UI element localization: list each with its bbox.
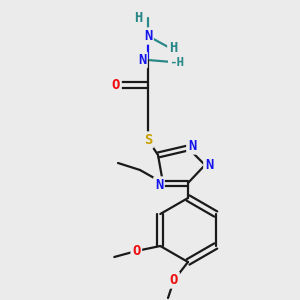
Text: N: N xyxy=(188,139,196,153)
Text: N: N xyxy=(138,53,146,67)
Text: O: O xyxy=(132,244,140,258)
Text: S: S xyxy=(144,133,152,147)
Text: H: H xyxy=(169,41,177,55)
Text: -H: -H xyxy=(169,56,184,68)
Text: H: H xyxy=(134,11,142,25)
Text: O: O xyxy=(112,78,120,92)
Text: N: N xyxy=(144,29,152,43)
Text: O: O xyxy=(170,273,178,287)
Text: N: N xyxy=(205,158,213,172)
Text: N: N xyxy=(155,178,163,192)
